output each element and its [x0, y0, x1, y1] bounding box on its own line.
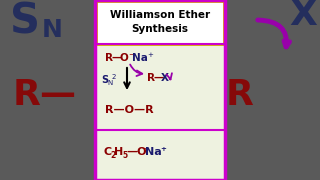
Text: Na: Na: [145, 147, 162, 157]
Text: Williamson Ether
Synthesis: Williamson Ether Synthesis: [110, 10, 210, 34]
Text: 2: 2: [112, 74, 116, 80]
Text: H: H: [114, 147, 123, 157]
Text: S: S: [101, 75, 108, 85]
Text: —: —: [111, 53, 121, 63]
Text: Na: Na: [132, 53, 148, 63]
Text: C: C: [103, 147, 111, 157]
Text: 5: 5: [122, 150, 127, 159]
Text: −: −: [128, 52, 134, 58]
Text: R: R: [226, 78, 254, 112]
Text: R—O—R: R—O—R: [105, 105, 154, 115]
Text: R: R: [147, 73, 155, 83]
FancyBboxPatch shape: [95, 0, 225, 180]
Text: −: −: [141, 146, 147, 152]
Text: +: +: [160, 146, 166, 152]
Text: N: N: [42, 18, 62, 42]
FancyBboxPatch shape: [225, 0, 320, 180]
Text: —O: —O: [126, 147, 147, 157]
Text: S: S: [10, 1, 40, 43]
Text: N: N: [107, 80, 112, 86]
Text: R: R: [105, 53, 113, 63]
Text: O: O: [120, 53, 129, 63]
Text: +: +: [147, 52, 153, 58]
Text: X: X: [289, 0, 317, 32]
Text: —: —: [153, 73, 163, 83]
Text: 2: 2: [110, 150, 115, 159]
FancyBboxPatch shape: [0, 0, 95, 180]
Text: X: X: [161, 73, 169, 83]
FancyBboxPatch shape: [96, 1, 224, 44]
Text: R—: R—: [13, 78, 77, 112]
